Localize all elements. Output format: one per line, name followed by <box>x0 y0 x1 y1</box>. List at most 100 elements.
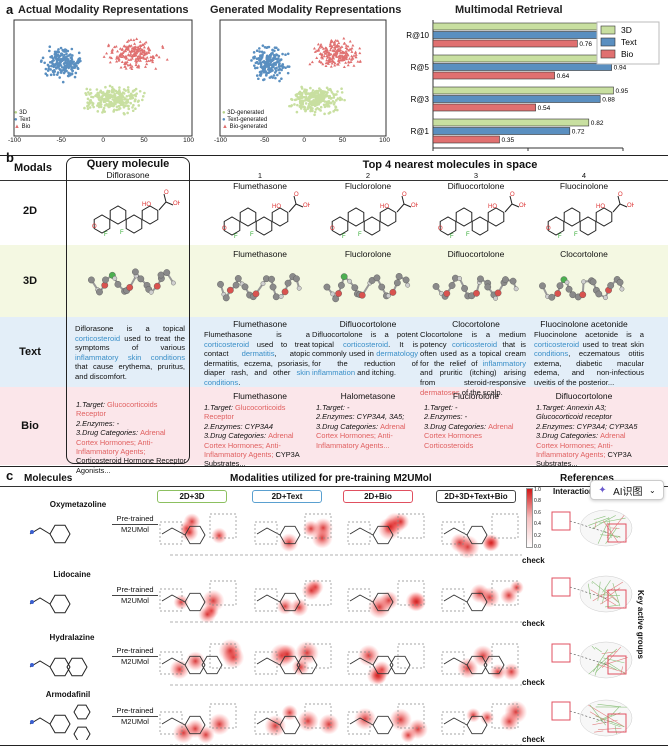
scatter-point-3d <box>108 84 112 88</box>
heat-molecule-chain <box>443 657 468 666</box>
scatter-point-bio <box>328 57 332 61</box>
panel-b-top-rule <box>0 155 668 156</box>
scatter-point-bio <box>138 59 142 62</box>
key-active-groups-label: Key active groups <box>636 590 645 659</box>
scatter-point-3d <box>104 99 108 103</box>
scatter-point-3d <box>89 91 93 95</box>
category-label: R@3 <box>411 95 430 104</box>
scatter-point-bio <box>337 56 341 60</box>
scatter-point-3d <box>310 103 314 107</box>
scatter-point-text <box>52 64 55 68</box>
scatter-point-bio <box>319 43 323 46</box>
pocket-residue <box>596 664 626 673</box>
check-label-1: check <box>522 556 545 565</box>
scatter-point-3d <box>332 102 336 106</box>
name-2d-3: Difluocortolone <box>447 181 505 191</box>
modality-all-button[interactable]: 2D+3D+Text+Bio <box>436 490 516 503</box>
scatter-point-bio <box>132 38 136 42</box>
attention-blob <box>379 591 399 610</box>
name-text-2: Difluocortolone <box>339 319 397 329</box>
active-group-box <box>304 580 332 606</box>
modality-2d-3d-button[interactable]: 2D+3D <box>157 490 227 503</box>
atom <box>589 278 597 286</box>
atom <box>554 290 562 297</box>
heat-molecule-chain <box>161 717 186 726</box>
scatter-point-text <box>49 73 53 77</box>
scatter-point-text <box>278 59 282 62</box>
scatter-point-3d <box>122 111 126 115</box>
scatter-point-bio <box>115 59 119 63</box>
scatter-point-3d <box>86 107 90 111</box>
scatter-point-bio <box>317 47 321 51</box>
topk-header: Top 4 nearest molecules in space <box>362 159 538 171</box>
scatter-point-bio <box>318 45 322 49</box>
pocket-residue <box>601 586 607 604</box>
atom <box>226 286 234 294</box>
scatter-point-bio <box>330 45 334 48</box>
text-description-4: Fluocinolone acetonide is a corticostero… <box>534 330 644 387</box>
reference-group-box <box>607 655 627 675</box>
active-group-box <box>441 588 465 612</box>
atom-label: HO <box>272 204 281 210</box>
legend-text-generated: ● Text-generated <box>222 117 268 123</box>
modality-2d-text-button[interactable]: 2D+Text <box>252 490 322 503</box>
ai-image-badge[interactable]: ✦ AI识图 ⌄ <box>590 480 664 500</box>
atom <box>241 283 249 291</box>
scatter-point-3d <box>107 103 111 106</box>
scatter-point-3d <box>336 90 339 93</box>
scatter-point-text <box>257 77 260 81</box>
reference-group-box <box>551 577 571 597</box>
molecules-header: Molecules <box>24 473 73 484</box>
scatter-point-text <box>258 47 261 50</box>
scatter-point-text <box>70 67 73 71</box>
scatter-point-text <box>75 64 78 68</box>
atom-label: F <box>234 234 238 240</box>
scatter-point-text <box>57 50 61 54</box>
scatter-point-bio <box>135 51 139 55</box>
active-group-box <box>397 703 425 729</box>
bar-value-label: 0.54 <box>538 105 551 112</box>
atom-label: O <box>222 226 227 232</box>
mini-heteroatom <box>30 600 34 604</box>
attention-blob <box>450 533 470 553</box>
scatter-point-3d <box>313 94 317 98</box>
scatter-point-bio <box>329 46 333 50</box>
scatter-point-bio <box>336 39 340 42</box>
scatter-point-3d <box>332 92 335 96</box>
modality-2d-bio-button[interactable]: 2D+Bio <box>343 490 413 503</box>
atom-label: OH <box>411 203 418 209</box>
scatter-point-bio <box>136 49 140 53</box>
atom <box>260 281 266 287</box>
scatter-point-bio <box>320 53 324 57</box>
pocket-residue <box>592 719 618 726</box>
scatter-point-bio <box>143 65 147 68</box>
scatter-point-text <box>269 55 272 59</box>
scatter-point-text <box>55 67 58 70</box>
attention-blob <box>172 722 195 744</box>
scatter-point-text <box>65 65 69 69</box>
scatter-point-text <box>58 54 62 58</box>
atom <box>405 282 411 288</box>
scatter-point-text <box>263 45 267 49</box>
scatter-point-3d <box>119 97 122 101</box>
active-group-box <box>347 651 371 675</box>
scatter-point-bio <box>123 65 127 68</box>
scatter-point-bio <box>332 41 336 44</box>
atom <box>157 271 165 279</box>
scatter-point-bio <box>136 59 140 62</box>
scatter-point-text <box>63 53 66 57</box>
scatter-point-bio <box>151 54 155 58</box>
active-group-box <box>159 711 183 735</box>
atom-label: F <box>250 232 254 238</box>
scatter-point-3d <box>323 112 326 116</box>
active-group-box <box>347 521 371 545</box>
pocket-residue <box>610 527 620 529</box>
scatter-point-bio <box>119 65 123 69</box>
scatter-point-bio <box>147 48 151 52</box>
scatter-point-3d <box>330 96 333 100</box>
scatter-point-bio <box>318 59 322 63</box>
ring-bonds <box>331 207 397 236</box>
scatter-point-bio <box>333 49 337 53</box>
scatter-point-text <box>46 63 50 67</box>
scatter-point-3d <box>83 106 86 110</box>
